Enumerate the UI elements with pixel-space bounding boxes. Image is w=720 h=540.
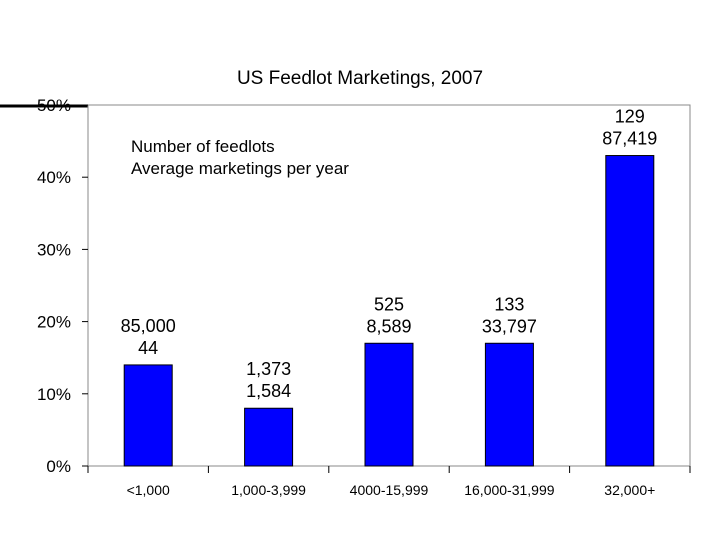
bar: [605, 155, 655, 467]
y-tick-label: 10%: [37, 385, 71, 404]
data-label-count: 85,000: [121, 316, 176, 336]
data-label-count: 133: [494, 294, 524, 314]
y-tick-label: 40%: [37, 168, 71, 187]
data-label-count: 1,373: [246, 359, 291, 379]
bars: [123, 155, 655, 467]
y-axis: 0% 10% 20% 30% 40% 50%: [37, 96, 88, 476]
x-category-label: 1,000-3,999: [231, 482, 306, 498]
bar: [484, 342, 534, 467]
data-label-average: 33,797: [482, 316, 537, 336]
bar: [123, 364, 173, 467]
y-tick-label: 50%: [37, 96, 71, 115]
data-label-average: 8,589: [366, 316, 411, 336]
y-tick-label: 0%: [46, 457, 71, 476]
legend-line-2: Average marketings per year: [131, 159, 349, 178]
bar: [364, 342, 414, 467]
x-category-label: <1,000: [127, 482, 170, 498]
data-label-count: 129: [615, 107, 645, 127]
data-label-average: 1,584: [246, 381, 291, 401]
legend-line-1: Number of feedlots: [131, 137, 275, 156]
data-label-average: 87,419: [602, 129, 657, 149]
x-category-label: 32,000+: [604, 482, 655, 498]
data-label-average: 44: [138, 338, 158, 358]
x-category-label: 16,000-31,999: [464, 482, 555, 498]
y-tick-label: 20%: [37, 313, 71, 332]
chart-title: US Feedlot Marketings, 2007: [237, 68, 483, 89]
bar: [244, 407, 294, 467]
data-label-count: 525: [374, 294, 404, 314]
legend: Number of feedlots Average marketings pe…: [131, 137, 349, 178]
x-axis: <1,000 1,000-3,999 4000-15,999 16,000-31,99…: [87, 466, 691, 498]
x-category-label: 4000-15,999: [350, 482, 429, 498]
y-tick-label: 30%: [37, 240, 71, 259]
